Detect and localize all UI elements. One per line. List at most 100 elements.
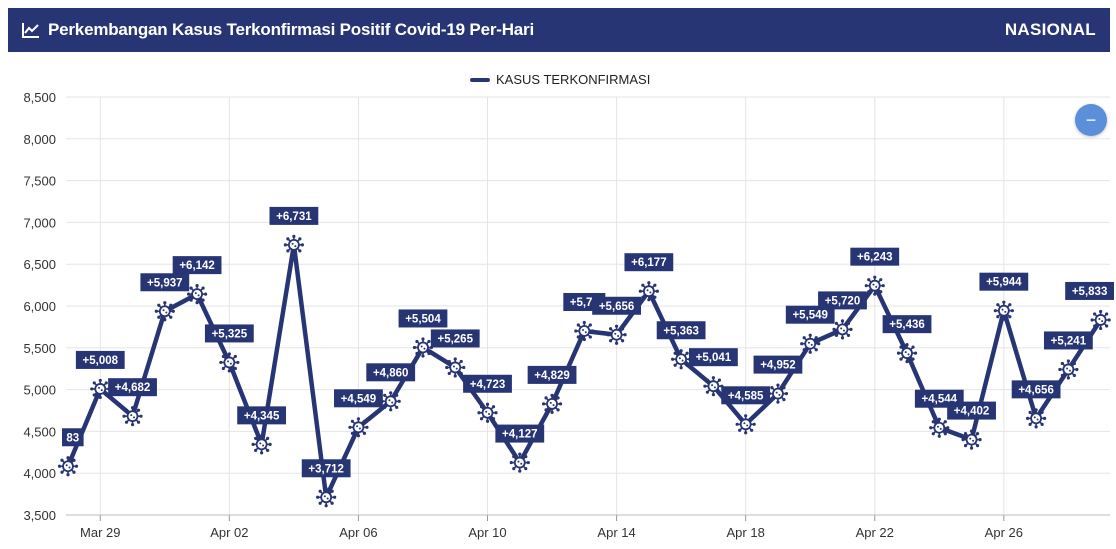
data-label-text: +4,127 xyxy=(502,429,538,441)
data-label: +5,504 xyxy=(398,309,448,328)
data-label: +5,265 xyxy=(430,329,480,348)
data-point-marker xyxy=(122,406,143,427)
y-tick-label: 4,500 xyxy=(23,424,56,439)
data-label: +4,544 xyxy=(914,389,964,408)
data-label-text: +3,712 xyxy=(308,463,344,475)
data-point-marker xyxy=(896,343,918,364)
data-label-box xyxy=(818,291,867,310)
y-tick-label: 5,000 xyxy=(23,383,56,398)
data-label: +4,549 xyxy=(334,389,383,408)
data-point-marker xyxy=(219,352,240,373)
y-tick-label: 8,000 xyxy=(23,132,56,147)
data-point-marker xyxy=(186,284,208,305)
chart-header: Perkembangan Kasus Terkonfirmasi Positif… xyxy=(8,8,1110,52)
minus-icon: − xyxy=(1085,110,1097,130)
data-label-text: +4,656 xyxy=(1018,384,1054,396)
data-label-box xyxy=(1011,380,1061,399)
data-label-box xyxy=(914,389,964,408)
y-tick-label: 6,000 xyxy=(23,299,56,314)
label-layer: 83 +5,008 +4,682 +5,937 +6,142 +5,325 +4,345 +6… xyxy=(62,206,1114,478)
series-layer xyxy=(65,242,1103,500)
scope-label: NASIONAL xyxy=(1004,20,1096,39)
data-label: +4,345 xyxy=(237,406,287,425)
data-label-text: +5,436 xyxy=(889,319,925,331)
data-label: +5,041 xyxy=(689,348,738,367)
data-label-text: +6,177 xyxy=(631,257,667,269)
data-label-text: +5,041 xyxy=(696,352,732,364)
data-label-text: +5,241 xyxy=(1051,335,1087,347)
data-label: +4,402 xyxy=(947,401,996,420)
x-tick-label: Apr 10 xyxy=(468,525,506,540)
data-label: +5,436 xyxy=(882,315,932,334)
data-point-marker xyxy=(380,391,401,412)
y-tick-label: 6,500 xyxy=(23,257,56,272)
data-point-marker xyxy=(316,487,337,508)
data-label-text: +5,265 xyxy=(437,333,473,345)
x-tick-label: Apr 06 xyxy=(339,525,377,540)
data-point-marker xyxy=(348,417,369,438)
data-point-marker xyxy=(477,402,498,423)
data-label: +6,177 xyxy=(624,253,674,272)
data-label-text: +5,833 xyxy=(1072,286,1108,298)
y-tick-label: 7,000 xyxy=(23,215,56,230)
y-tick-label: 3,500 xyxy=(23,508,56,523)
data-label-box xyxy=(624,253,674,272)
data-point-marker xyxy=(412,337,434,358)
data-label-text: +4,829 xyxy=(534,370,570,382)
data-label: +5,70 xyxy=(563,292,606,311)
data-point-marker xyxy=(90,378,111,400)
data-label-box xyxy=(75,350,125,369)
data-label: +5,241 xyxy=(1043,331,1093,350)
data-label: +4,952 xyxy=(753,355,803,374)
data-label-box xyxy=(495,424,545,443)
x-tick-label: Apr 14 xyxy=(597,525,635,540)
data-label-text: +4,860 xyxy=(373,367,409,379)
data-label: 83 xyxy=(62,428,84,447)
data-point-marker xyxy=(251,434,272,455)
data-label-text: +5,656 xyxy=(599,301,635,313)
data-point-marker xyxy=(671,349,692,370)
data-point-marker xyxy=(800,333,821,354)
series-line xyxy=(65,242,1103,500)
data-label-text: 83 xyxy=(66,432,79,444)
data-label-box xyxy=(62,428,84,447)
y-tick-label: 5,500 xyxy=(23,341,56,356)
data-label-box xyxy=(398,309,448,328)
data-label: +5,325 xyxy=(204,324,254,343)
data-label-text: +6,142 xyxy=(179,260,215,272)
x-tick-label: Apr 22 xyxy=(856,525,894,540)
chart-legend[interactable]: KASUS TERKONFIRMASI xyxy=(470,72,650,87)
data-label-box xyxy=(140,273,190,292)
data-label-box xyxy=(1043,331,1093,350)
data-label-text: +4,952 xyxy=(760,360,796,372)
data-label: +5,656 xyxy=(592,296,641,315)
data-point-marker xyxy=(1026,408,1047,429)
data-label-text: +4,723 xyxy=(470,379,506,391)
data-label: +5,549 xyxy=(785,305,835,324)
data-label-box xyxy=(721,386,771,405)
data-label-box xyxy=(204,324,254,343)
data-label: +5,720 xyxy=(818,291,867,310)
axis-layer: 3,500 4,000 4,500 5,000 5,500 6,000 6,500 7,000… xyxy=(23,90,1110,540)
data-label: +4,682 xyxy=(108,378,157,397)
data-label: +4,127 xyxy=(495,424,545,443)
data-label-text: +4,549 xyxy=(341,393,377,405)
data-label-text: +5,363 xyxy=(663,325,699,337)
data-label-text: +5,720 xyxy=(825,295,861,307)
data-label-box xyxy=(269,206,319,225)
header-left: Perkembangan Kasus Terkonfirmasi Positif… xyxy=(22,20,534,40)
data-label-box xyxy=(366,363,416,382)
data-label-box xyxy=(301,459,351,478)
data-point-marker xyxy=(735,414,756,435)
data-point-marker xyxy=(929,417,950,438)
x-tick-label: Apr 26 xyxy=(985,525,1023,540)
data-point-marker xyxy=(57,456,79,477)
marker-layer xyxy=(57,234,1111,508)
data-label: +4,585 xyxy=(721,386,771,405)
data-point-marker xyxy=(864,275,885,296)
data-label-box xyxy=(785,305,835,324)
data-point-marker xyxy=(832,319,853,340)
data-label: +6,142 xyxy=(172,256,222,275)
collapse-button[interactable]: − xyxy=(1075,104,1107,136)
data-point-marker xyxy=(283,234,304,255)
